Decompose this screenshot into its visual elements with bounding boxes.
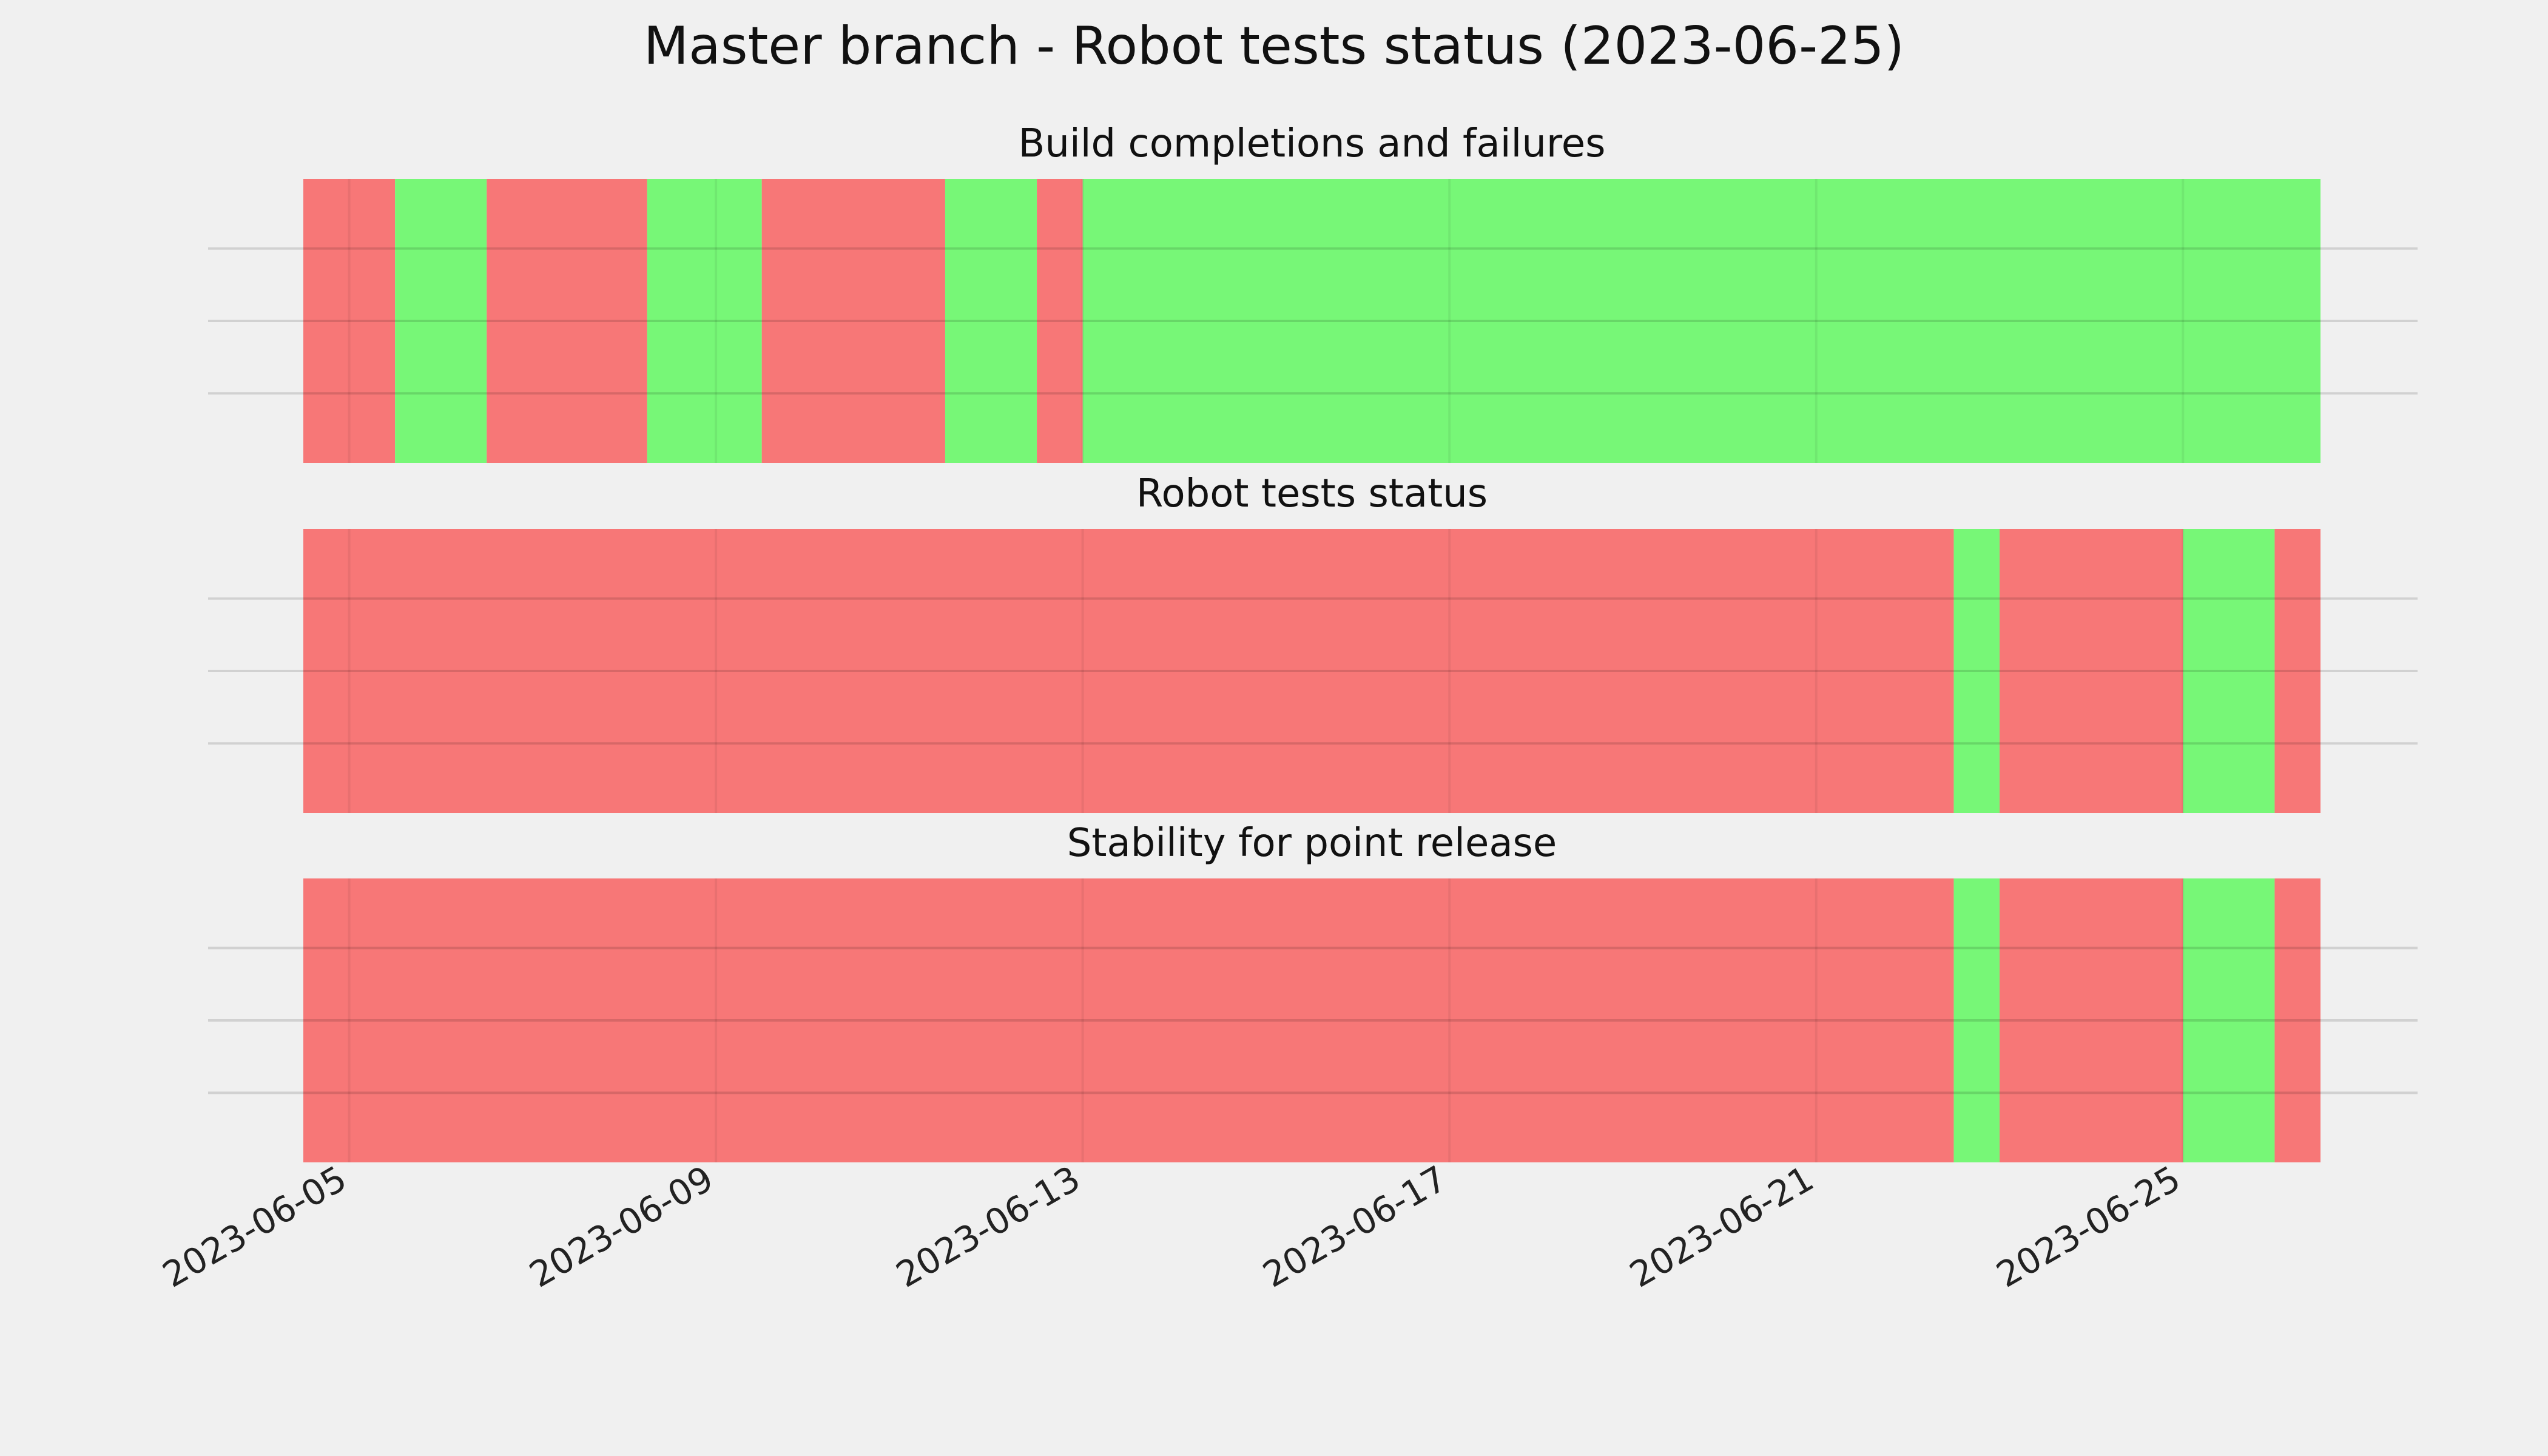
status-segment-success: [945, 179, 1037, 463]
status-segment-success: [2183, 878, 2275, 1162]
panel-title: Robot tests status: [1136, 471, 1488, 516]
status-segment-failure: [303, 878, 1954, 1162]
status-segment-failure: [487, 179, 647, 463]
panel-title: Stability for point release: [1067, 821, 1557, 866]
panel-1: Build completions and failures: [208, 121, 2418, 463]
status-segment-failure: [2274, 878, 2320, 1162]
status-segment-failure: [303, 529, 1954, 813]
status-segment-success: [1953, 529, 2000, 813]
chart-panels: Build completions and failures Robot test…: [208, 121, 2418, 1162]
status-segment-failure: [2000, 529, 2183, 813]
panel-2: Robot tests status: [208, 471, 2418, 813]
status-segment-failure: [2000, 878, 2183, 1162]
panel-title: Build completions and failures: [1019, 121, 1606, 166]
status-segment-success: [2183, 529, 2275, 813]
status-segment-success: [395, 179, 487, 463]
status-segment-success: [1082, 179, 2320, 463]
status-segment-success: [1953, 878, 2000, 1162]
status-segment-failure: [1037, 179, 1083, 463]
status-segment-failure: [303, 179, 396, 463]
status-segment-failure: [761, 179, 945, 463]
status-segment-success: [647, 179, 762, 463]
chart-title: Master branch - Robot tests status (2023…: [644, 16, 1904, 76]
panel-3: Stability for point release: [208, 821, 2418, 1162]
status-segment-failure: [2274, 529, 2320, 813]
